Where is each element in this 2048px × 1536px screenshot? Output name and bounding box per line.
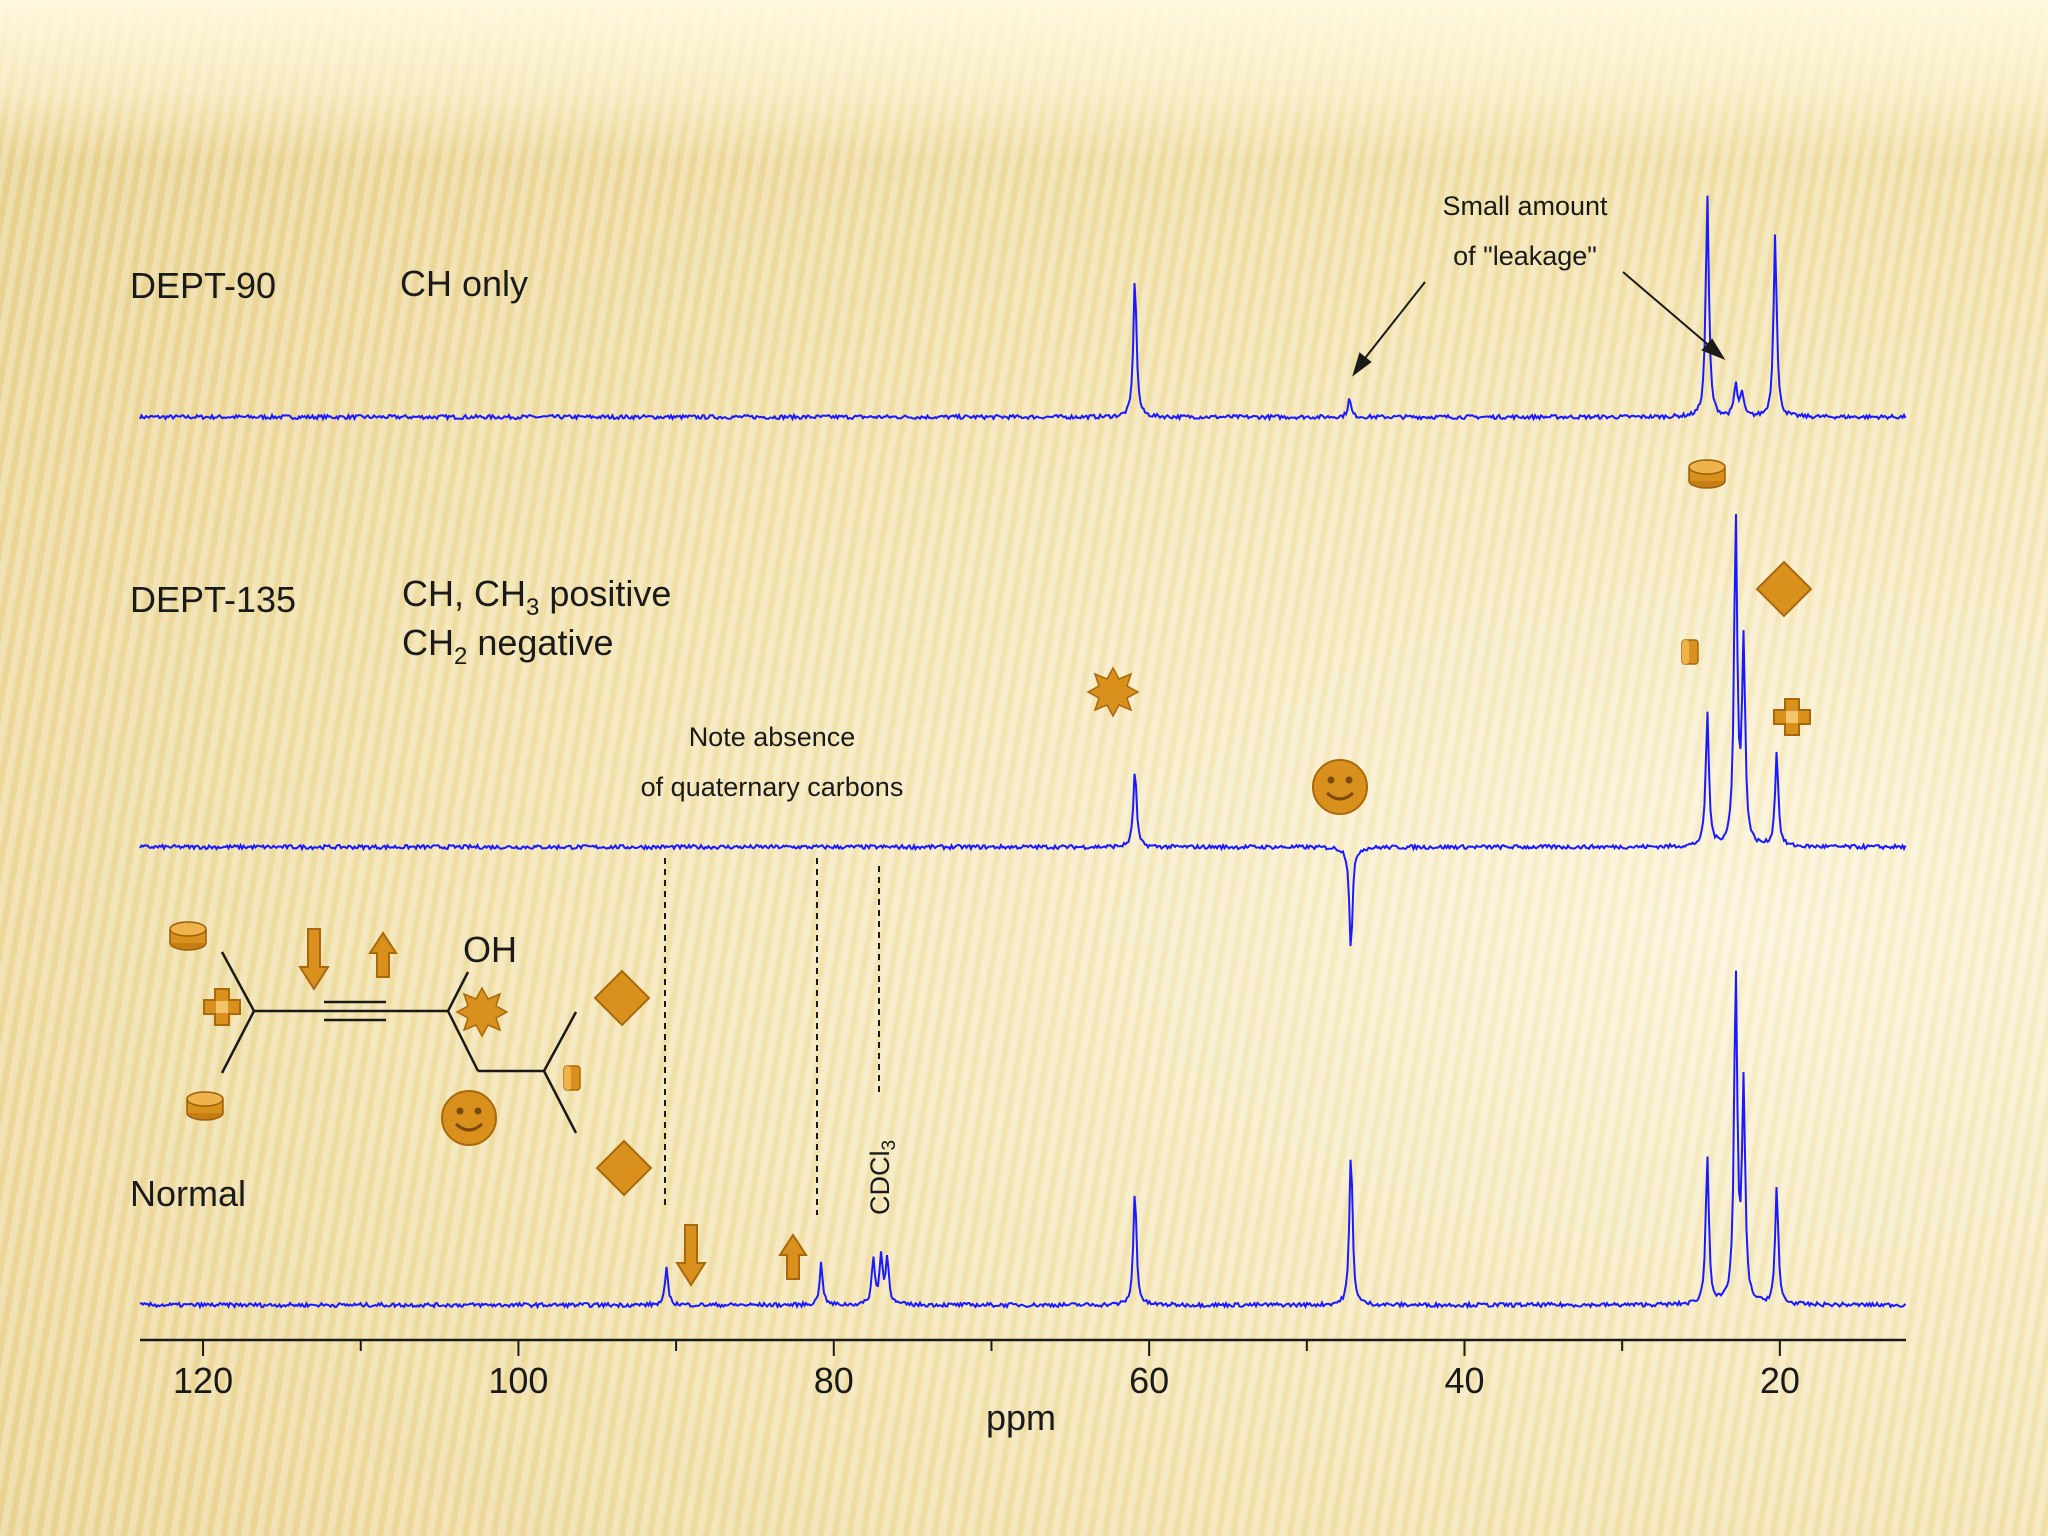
diamond-icon [1756, 561, 1812, 617]
dept135-description-line2: CH2 negative [402, 622, 613, 670]
cdcl3-label: CDCl3 [865, 1140, 900, 1215]
leakage-arrows [1352, 271, 1726, 377]
dept135-line1-tail: positive [539, 573, 671, 614]
smiley-icon [440, 1089, 498, 1147]
x-axis: 120 100 80 60 40 20 [140, 1338, 1906, 1401]
dept135-line2-subscript: 2 [454, 643, 467, 670]
dept135-line2-tail: negative [467, 622, 613, 663]
normal-name-label: Normal [130, 1173, 246, 1214]
small-cylinder-icon [563, 1065, 581, 1091]
plus-icon [1773, 698, 1811, 736]
down-arrow-icon [299, 928, 329, 990]
down-arrow-icon [676, 1224, 706, 1286]
leakage-arrow-left [1361, 281, 1426, 363]
dept135-name-label: DEPT-135 [130, 579, 296, 620]
leakage-arrow-right [1622, 271, 1713, 349]
dept135-line2-text: CH [402, 622, 454, 663]
x-tick-label: 40 [1444, 1360, 1484, 1401]
bond-ch-upper-methyl [542, 1011, 578, 1072]
dept90-name-label: DEPT-90 [130, 265, 276, 306]
small-cylinder-icon [1681, 639, 1699, 665]
spectrum-trace-dept-135 [139, 513, 1907, 947]
plus-icon [203, 988, 241, 1026]
oh-label: OH [463, 929, 517, 970]
cylinder-icon [169, 921, 207, 951]
bond-ch-lower-methyl [542, 1070, 578, 1134]
x-tick-label: 80 [814, 1360, 854, 1401]
bond-to-oh [446, 971, 470, 1012]
leakage-note-line1: Small amount [1442, 191, 1608, 221]
x-tick-label: 100 [488, 1360, 548, 1401]
absence-note-line2: of quaternary carbons [641, 772, 904, 802]
bond-lower-methyl [220, 1010, 256, 1074]
bond-upper-methyl [220, 951, 256, 1012]
cdcl3-label-subscript: 3 [879, 1140, 900, 1151]
dept135-line1-subscript: 3 [526, 594, 539, 621]
up-arrow-icon [779, 1234, 807, 1280]
spectra-traces [139, 195, 1907, 1310]
cylinder-icon [1688, 459, 1726, 489]
bond-to-ch2 [446, 1010, 480, 1072]
cdcl3-label-text: CDCl [865, 1151, 895, 1216]
x-axis-title: ppm [986, 1397, 1056, 1438]
x-tick-label: 20 [1760, 1360, 1800, 1401]
dept90-description-label: CH only [400, 263, 528, 304]
molecule-structure [220, 951, 578, 1134]
up-arrow-icon [369, 932, 397, 978]
smiley-icon [1311, 758, 1369, 816]
absence-note-line1: Note absence [689, 722, 856, 752]
dept135-line1-text: CH, CH [402, 573, 526, 614]
dept135-description-line1: CH, CH3 positive [402, 573, 671, 621]
diamond-icon [596, 1140, 652, 1196]
cylinder-icon [186, 1091, 224, 1121]
leakage-note-line2: of "leakage" [1453, 241, 1597, 271]
diamond-icon [594, 970, 650, 1026]
leakage-arrowhead-left [1352, 352, 1372, 377]
x-tick-label: 60 [1129, 1360, 1169, 1401]
starburst-icon [1087, 667, 1139, 717]
spectrum-trace-dept-90 [139, 195, 1907, 422]
leakage-arrowhead-right [1701, 338, 1726, 361]
starburst-icon [456, 987, 508, 1037]
quaternary-guide-lines [664, 858, 880, 1215]
x-tick-label: 120 [173, 1360, 233, 1401]
spectrum-trace-normal [139, 970, 1907, 1310]
